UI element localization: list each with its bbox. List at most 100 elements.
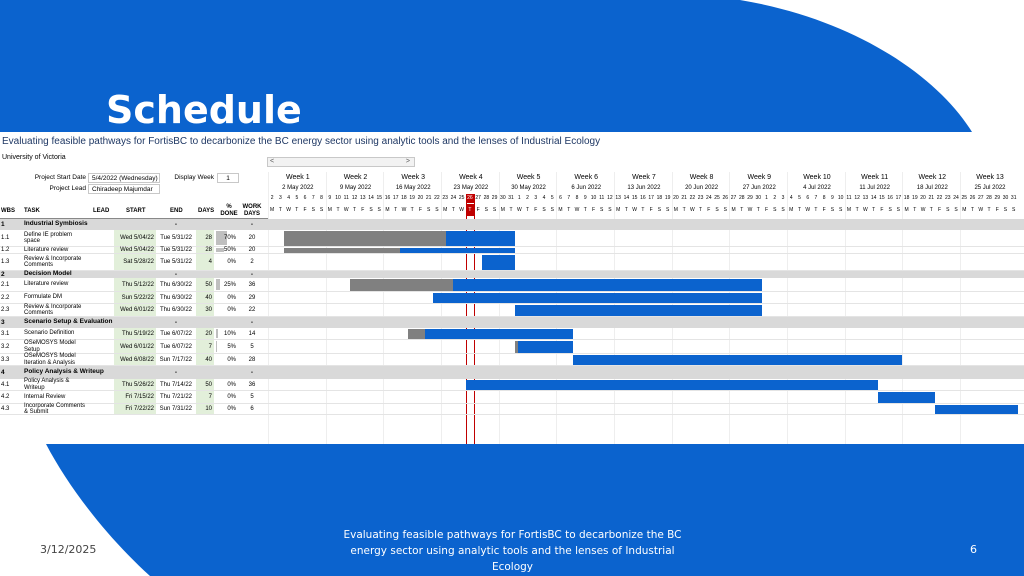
gantt-bar-done[interactable] <box>350 279 454 291</box>
days-cell[interactable]: 50 <box>196 379 214 390</box>
gantt-bar-remaining[interactable] <box>572 355 903 365</box>
gantt-bar-remaining[interactable] <box>465 380 878 390</box>
week-date: 30 May 2022 <box>498 184 558 193</box>
gantt-bar-remaining[interactable] <box>515 305 763 316</box>
start-cell[interactable]: Sun 5/22/22 <box>114 292 156 303</box>
days-cell[interactable]: 40 <box>196 354 214 365</box>
work-days-cell: 22 <box>248 307 256 313</box>
start-cell[interactable]: Wed 6/01/22 <box>114 340 156 353</box>
days-cell[interactable]: 40 <box>196 292 214 303</box>
task-name-cell[interactable]: Incorporate Comments & Submit <box>24 402 86 416</box>
scroll-left-arrow-icon[interactable]: < <box>270 158 275 165</box>
start-cell[interactable]: Fri 7/15/22 <box>114 391 156 403</box>
gantt-bar-done[interactable] <box>408 329 425 339</box>
lead-cell[interactable] <box>90 292 114 303</box>
day-letter: T <box>509 207 513 213</box>
days-cell[interactable]: 4 <box>196 254 214 270</box>
gantt-bar-remaining[interactable] <box>482 255 516 270</box>
gantt-bar-remaining[interactable] <box>432 293 763 303</box>
task-name-cell[interactable]: Scenario Setup & Evaluation <box>24 318 113 326</box>
percent-done-cell[interactable]: 0% <box>216 391 238 403</box>
day-letter: S <box>715 207 719 213</box>
lead-cell[interactable] <box>90 230 114 246</box>
percent-done-cell[interactable]: 10% <box>216 328 238 339</box>
day-letter: S <box>896 207 901 213</box>
gantt-bar-remaining[interactable] <box>424 329 573 339</box>
lead-cell[interactable] <box>90 247 114 253</box>
gantt-bar-done[interactable] <box>284 248 400 253</box>
week-scrollbar[interactable]: < > <box>267 157 415 167</box>
start-cell[interactable]: Fri 7/22/22 <box>114 404 156 414</box>
start-cell[interactable]: Wed 6/01/22 <box>114 304 156 316</box>
day-letter: F <box>534 207 538 213</box>
task-name-cell[interactable]: Review & Incorporate Comments <box>24 255 82 269</box>
day-letter: T <box>278 207 282 213</box>
start-cell[interactable]: Wed 5/04/22 <box>114 230 156 246</box>
days-cell[interactable]: 7 <box>196 391 214 403</box>
task-name-cell[interactable]: OSeMOSYS Model Iteration & Analysis <box>24 353 76 366</box>
days-cell[interactable]: 20 <box>196 328 214 339</box>
start-cell[interactable]: Thu 5/26/22 <box>114 379 156 390</box>
task-name-cell[interactable]: Literature review <box>24 281 69 288</box>
percent-done-cell[interactable]: 5% <box>216 340 238 353</box>
day-letter: S <box>600 207 604 213</box>
week-label: Week 8 <box>671 172 731 183</box>
lead-cell[interactable] <box>90 340 114 353</box>
task-name-cell[interactable]: Literature review <box>24 246 69 253</box>
task-name-cell[interactable]: Policy Analysis & Writeup <box>24 368 104 376</box>
percent-done-cell[interactable]: 0% <box>216 404 238 414</box>
start-cell[interactable]: Thu 5/12/22 <box>114 278 156 291</box>
percent-done-cell[interactable]: 0% <box>216 254 238 270</box>
task-name-cell[interactable]: Formulate DM <box>24 294 63 301</box>
gantt-bar-remaining[interactable] <box>935 405 1018 414</box>
percent-done-cell[interactable]: 50% <box>216 247 238 253</box>
task-name-cell[interactable]: OSeMOSYS Model Setup <box>24 340 76 353</box>
percent-done-cell[interactable]: 0% <box>216 354 238 365</box>
gantt-bar-remaining[interactable] <box>445 231 516 246</box>
task-name-cell[interactable]: Define IE problem space <box>24 231 73 245</box>
percent-done-cell[interactable]: 0% <box>216 292 238 303</box>
gantt-bar-done[interactable] <box>284 231 446 246</box>
wbs-cell: 2.2 <box>1 294 10 301</box>
lead-cell[interactable] <box>90 278 114 291</box>
gantt-bar-remaining[interactable] <box>877 392 936 403</box>
task-name-cell[interactable]: Decision Model <box>24 270 72 278</box>
wbs-cell: 4 <box>1 369 5 376</box>
percent-done-cell[interactable]: 70% <box>216 230 238 246</box>
days-cell[interactable]: 50 <box>196 278 214 291</box>
gantt-bar-remaining[interactable] <box>399 248 516 253</box>
days-cell[interactable]: 28 <box>196 247 214 253</box>
days-cell[interactable]: 28 <box>196 230 214 246</box>
start-cell[interactable]: Sat 5/28/22 <box>114 254 156 270</box>
lead-cell[interactable] <box>90 304 114 316</box>
lead-cell[interactable] <box>90 379 114 390</box>
percent-done-cell[interactable]: 25% <box>216 278 238 291</box>
lead-cell[interactable] <box>90 254 114 270</box>
start-cell[interactable]: Wed 6/08/22 <box>114 354 156 365</box>
days-cell[interactable]: 7 <box>196 340 214 353</box>
task-name-cell[interactable]: Industrial Symbiosis <box>24 220 88 228</box>
task-name-cell[interactable]: Review & Incorporate Comments <box>24 303 82 317</box>
project-start-field[interactable]: 5/4/2022 (Wednesday) <box>88 173 160 183</box>
gantt-bar-remaining[interactable] <box>453 279 763 291</box>
day-number: 4 <box>789 195 793 201</box>
task-name-cell[interactable]: Scenario Definition <box>24 330 75 337</box>
gantt-bar-done[interactable] <box>515 341 519 353</box>
start-cell[interactable]: Wed 5/04/22 <box>114 247 156 253</box>
start-cell[interactable]: Thu 5/19/22 <box>114 328 156 339</box>
section-row: 3 Scenario Setup & Evaluation - - <box>0 317 1024 328</box>
display-week-field[interactable]: 1 <box>217 173 239 183</box>
percent-done-cell[interactable]: 0% <box>216 304 238 316</box>
lead-cell[interactable] <box>90 328 114 339</box>
lead-cell[interactable] <box>90 391 114 403</box>
task-name-cell[interactable]: Policy Analysis & Writeup <box>24 378 70 391</box>
days-cell[interactable]: 30 <box>196 304 214 316</box>
percent-done-cell[interactable]: 0% <box>216 379 238 390</box>
lead-cell[interactable] <box>90 354 114 365</box>
scroll-right-arrow-icon[interactable]: > <box>405 158 410 165</box>
gantt-bar-remaining[interactable] <box>518 341 573 353</box>
days-cell[interactable]: 10 <box>196 404 214 414</box>
task-name-cell[interactable]: Internal Review <box>24 393 66 400</box>
project-lead-field[interactable]: Chiradeep Majumdar <box>88 184 160 194</box>
lead-cell[interactable] <box>90 404 114 414</box>
